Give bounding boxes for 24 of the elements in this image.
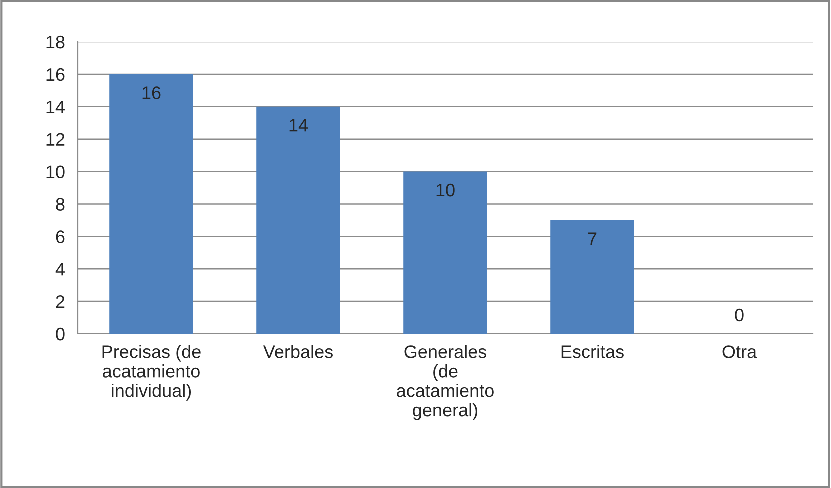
bar	[256, 106, 340, 334]
y-tick-label: 18	[46, 36, 65, 49]
y-tick-label: 8	[56, 198, 65, 211]
y-tick-label: 14	[46, 101, 65, 114]
x-tick-label: Precisas (de acatamiento individual)	[102, 345, 201, 401]
bar	[550, 220, 634, 334]
data-label: 14	[290, 119, 308, 132]
x-tick-label: Escritas	[562, 345, 624, 358]
y-tick-label: 16	[46, 68, 65, 82]
data-label: 16	[142, 86, 161, 100]
data-label: 0	[735, 308, 744, 322]
x-tick-label: Verbales	[263, 345, 333, 358]
data-label: 10	[436, 184, 455, 197]
y-tick-label: 12	[46, 133, 65, 146]
y-tick-label: 4	[56, 263, 65, 276]
x-tick-label: Otra	[722, 346, 758, 358]
x-tick-label: Generales (de acatamiento general)	[397, 345, 494, 420]
y-tick-label: 6	[56, 230, 65, 244]
data-label: 7	[588, 232, 597, 246]
bar	[404, 172, 488, 334]
y-tick-label: 2	[56, 295, 65, 308]
y-tick-label: 10	[46, 166, 65, 178]
bar	[110, 74, 194, 334]
y-tick-label: 0	[56, 328, 65, 341]
